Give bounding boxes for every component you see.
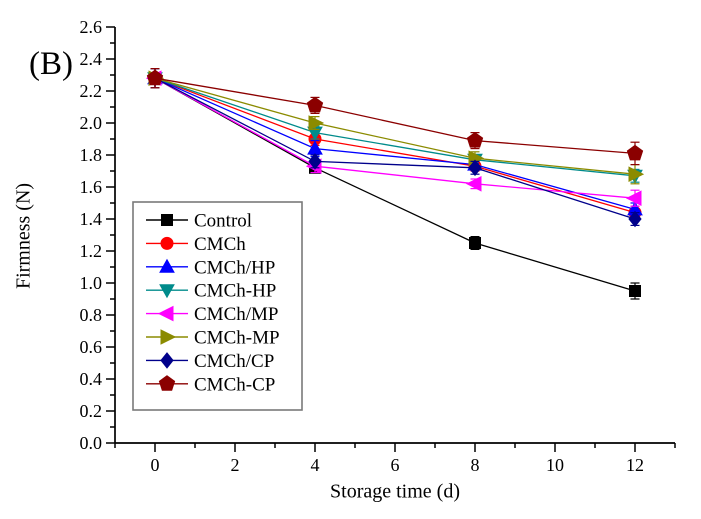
data-point-marker xyxy=(306,96,324,113)
legend-box xyxy=(132,201,303,411)
legend-marker xyxy=(158,375,176,391)
tick-label: 1.6 xyxy=(80,177,103,197)
legend-marker xyxy=(157,305,174,322)
series-CMCh-MP xyxy=(148,67,645,185)
legend-label: CMCh-CP xyxy=(194,374,275,395)
series-line xyxy=(154,77,636,214)
tick-label: 0.0 xyxy=(80,433,103,453)
legend-item-CMCh/CP: CMCh/CP xyxy=(146,351,274,372)
legend-item-CMCh/MP: CMCh/MP xyxy=(146,304,278,325)
series-line xyxy=(154,77,636,177)
tick-label: 6 xyxy=(391,455,400,475)
tick-label: 4 xyxy=(311,455,320,475)
panel-label: (B) xyxy=(29,46,73,82)
series-line xyxy=(154,77,636,211)
tick-label: 2.0 xyxy=(80,113,103,133)
tick-label: 10 xyxy=(546,455,564,475)
tick-label: 8 xyxy=(471,455,480,475)
tick-label: 2 xyxy=(231,455,240,475)
data-point-marker xyxy=(466,131,484,148)
series-line xyxy=(154,77,636,220)
series-line xyxy=(154,77,636,199)
legend-label: CMCh-HP xyxy=(194,281,276,302)
legend-marker xyxy=(161,214,173,226)
legend-label: CMCh/CP xyxy=(194,351,274,372)
legend-label: CMCh/HP xyxy=(194,257,275,278)
data-point-marker xyxy=(625,190,642,207)
legend: ControlCMChCMCh/HPCMCh-HPCMCh/MPCMCh-MPC… xyxy=(132,201,303,411)
legend-marker xyxy=(160,329,177,345)
data-point-marker xyxy=(629,285,641,297)
legend-label: Control xyxy=(194,211,252,232)
tick-label: 2.6 xyxy=(80,17,103,37)
tick-label: 1.8 xyxy=(80,145,103,165)
legend-item-CMCh-HP: CMCh-HP xyxy=(146,281,276,302)
legend-label: CMCh xyxy=(194,234,246,255)
data-point-marker xyxy=(469,237,481,249)
tick-label: 2.2 xyxy=(80,81,103,101)
legend-item-CMCh-CP: CMCh-CP xyxy=(146,374,275,395)
tick-label: 0.4 xyxy=(80,369,103,389)
series-line xyxy=(154,77,636,292)
tick-label: 1.0 xyxy=(80,273,103,293)
data-point-marker xyxy=(146,69,164,86)
x-axis-ticks xyxy=(114,443,676,452)
series-line xyxy=(154,77,636,175)
data-point-marker xyxy=(468,159,482,177)
legend-item-CMCh/HP: CMCh/HP xyxy=(146,257,275,278)
series-CMCh/CP xyxy=(148,67,642,228)
y-axis-ticks xyxy=(106,26,115,444)
legend-label: CMCh-MP xyxy=(194,328,280,349)
data-point-marker xyxy=(308,153,322,170)
series-CMCh-CP xyxy=(146,67,644,166)
legend-marker xyxy=(160,352,174,369)
data-point-marker xyxy=(628,166,645,183)
series-CMCh-HP xyxy=(147,67,643,184)
legend-item-CMCh: CMCh xyxy=(146,234,246,255)
legend-label: CMCh/MP xyxy=(194,304,278,325)
data-point-marker xyxy=(465,175,482,192)
data-point-marker xyxy=(626,144,644,161)
tick-label: 0 xyxy=(151,455,160,475)
data-point-marker xyxy=(628,210,642,228)
tick-label: 1.4 xyxy=(80,209,103,229)
series-line xyxy=(154,77,636,155)
data-point-marker xyxy=(308,115,325,131)
series-CMCh xyxy=(148,67,642,220)
tick-label: 2.4 xyxy=(80,49,103,69)
y-axis-title: Firmness (N) xyxy=(12,182,35,290)
tick-label: 0.6 xyxy=(80,337,103,357)
legend-marker xyxy=(159,258,175,273)
data-point-marker xyxy=(307,140,323,155)
tick-label: 1.2 xyxy=(80,241,103,261)
legend-marker xyxy=(160,236,174,250)
x-axis-title: Storage time (d) xyxy=(330,480,460,503)
tick-label: 0.2 xyxy=(80,401,103,421)
legend-item-Control: Control xyxy=(146,211,252,232)
legend-marker xyxy=(159,284,175,299)
legend-item-CMCh-MP: CMCh-MP xyxy=(146,328,280,349)
tick-label: 12 xyxy=(626,455,644,475)
tick-label: 0.8 xyxy=(80,305,103,325)
